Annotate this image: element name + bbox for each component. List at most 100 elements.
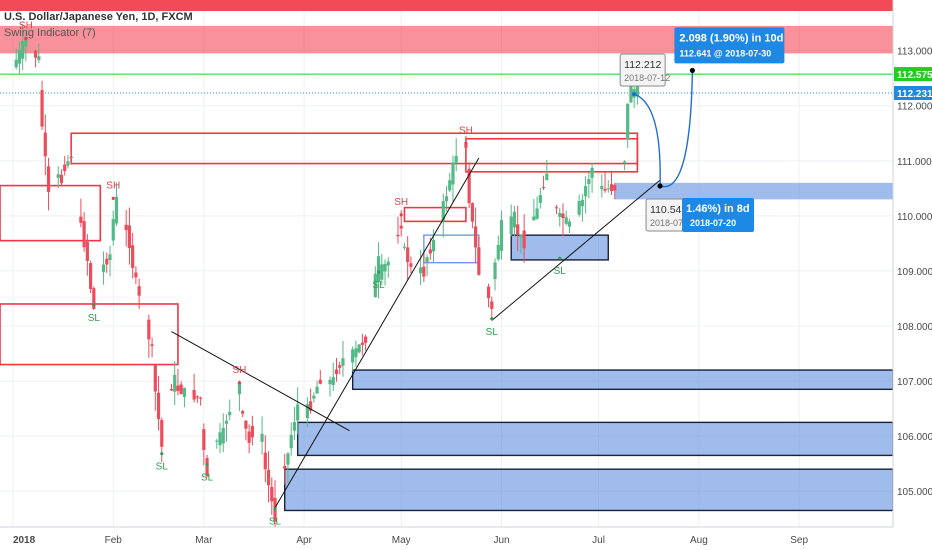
trendline bbox=[274, 157, 480, 508]
candle-body bbox=[554, 207, 559, 209]
swing-label-low: SL bbox=[156, 462, 169, 473]
price-callout-value: 110.543 bbox=[650, 204, 687, 216]
candle-body bbox=[486, 286, 491, 299]
price-callout-date: 2018-07-12 bbox=[624, 73, 670, 83]
candle-body bbox=[105, 258, 109, 265]
candle-body bbox=[160, 420, 164, 447]
candle-body bbox=[532, 216, 536, 221]
candle-body bbox=[270, 486, 274, 502]
x-tick-label: Sep bbox=[790, 535, 808, 546]
candle-body bbox=[43, 132, 47, 157]
candle-body bbox=[331, 377, 335, 386]
x-tick-label: Apr bbox=[296, 535, 312, 546]
candle-body bbox=[561, 213, 565, 219]
candle-body bbox=[286, 453, 290, 465]
swing-marker bbox=[24, 37, 28, 41]
x-tick-label: Mar bbox=[195, 535, 213, 546]
y-tick-label: 109.000 bbox=[897, 267, 932, 278]
candle-body bbox=[241, 411, 245, 414]
swing-marker bbox=[399, 213, 403, 217]
candle-body bbox=[451, 162, 455, 185]
candle-body bbox=[263, 452, 267, 470]
candle-body bbox=[629, 77, 633, 103]
candle-body bbox=[202, 429, 206, 450]
price-badge-label: 112.575 bbox=[897, 70, 932, 81]
supply-zone bbox=[0, 303, 179, 366]
swing-marker bbox=[273, 507, 277, 511]
candle-body bbox=[250, 425, 254, 438]
candle-body bbox=[496, 244, 500, 260]
candle-body bbox=[490, 301, 494, 309]
projection-arrow-down bbox=[633, 93, 661, 186]
candle-body bbox=[558, 212, 562, 217]
candle-body bbox=[33, 51, 38, 58]
candle-body bbox=[567, 221, 572, 227]
candle-body bbox=[328, 379, 332, 385]
candle-body bbox=[221, 427, 225, 444]
swing-marker bbox=[92, 303, 96, 307]
candle-body bbox=[383, 263, 387, 272]
candle-body bbox=[409, 263, 413, 267]
swing-label-low: SL bbox=[372, 280, 385, 291]
candle-body bbox=[88, 263, 93, 289]
candle-body bbox=[150, 344, 154, 346]
y-tick-label: 113.000 bbox=[897, 47, 932, 58]
indicator-label[interactable]: Swing Indicator (7) bbox=[4, 27, 96, 39]
candle-body bbox=[577, 201, 581, 215]
candle-body bbox=[205, 458, 209, 477]
x-tick-label: Jun bbox=[493, 535, 509, 546]
candle-body bbox=[606, 188, 610, 190]
x-tick-label: Aug bbox=[690, 535, 708, 546]
candle-body bbox=[173, 374, 177, 392]
candle-body bbox=[509, 216, 513, 235]
candle-body bbox=[289, 434, 293, 449]
supply-zone bbox=[0, 0, 893, 12]
candle-body bbox=[512, 211, 517, 228]
candle-body bbox=[499, 220, 504, 251]
candle-body bbox=[454, 155, 458, 163]
chart-title: U.S. Dollar/Japanese Yen, 1D, FXCM bbox=[4, 11, 193, 23]
candle-body bbox=[545, 173, 549, 181]
trendline bbox=[171, 331, 350, 432]
y-tick-label: 112.000 bbox=[897, 102, 932, 113]
candle-body bbox=[292, 422, 297, 431]
candle-body bbox=[124, 224, 128, 231]
candle-body bbox=[431, 239, 436, 252]
candle-body bbox=[444, 196, 449, 202]
candle-body bbox=[182, 387, 187, 397]
candle-body bbox=[296, 404, 300, 421]
demand-zone bbox=[351, 369, 894, 391]
candle-body bbox=[600, 185, 604, 190]
candle-body bbox=[541, 187, 546, 189]
x-tick-label: Jul bbox=[592, 535, 605, 546]
x-tick-label: Feb bbox=[105, 535, 123, 546]
candle-body bbox=[338, 365, 342, 368]
candle-body bbox=[79, 216, 83, 223]
candle-body bbox=[376, 256, 381, 282]
projection-point bbox=[657, 183, 663, 189]
candle-body bbox=[522, 230, 526, 249]
measure-callout-text: 1.46%) in 8d bbox=[686, 203, 750, 215]
candle-body bbox=[156, 392, 161, 420]
candle-body bbox=[364, 336, 368, 343]
candle-body bbox=[603, 188, 607, 191]
candle-body bbox=[92, 288, 96, 309]
candle-body bbox=[613, 184, 617, 191]
candle-body bbox=[538, 195, 542, 203]
supply-zone bbox=[403, 206, 467, 223]
candle-body bbox=[127, 225, 132, 249]
candle-body bbox=[179, 384, 183, 394]
candle-body bbox=[169, 388, 174, 391]
swing-marker bbox=[464, 141, 468, 145]
candle-body bbox=[396, 234, 400, 237]
swing-label-high: SH bbox=[232, 365, 246, 376]
candle-body bbox=[305, 404, 309, 419]
price-badge-label: 112.231 bbox=[897, 89, 932, 100]
y-tick-label: 105.000 bbox=[897, 487, 932, 498]
demand-zone bbox=[614, 182, 893, 200]
candle-body bbox=[283, 466, 287, 469]
swing-label-high: SH bbox=[459, 125, 473, 136]
measure-callout-date: 112.641 @ 2018-07-30 bbox=[679, 48, 771, 58]
